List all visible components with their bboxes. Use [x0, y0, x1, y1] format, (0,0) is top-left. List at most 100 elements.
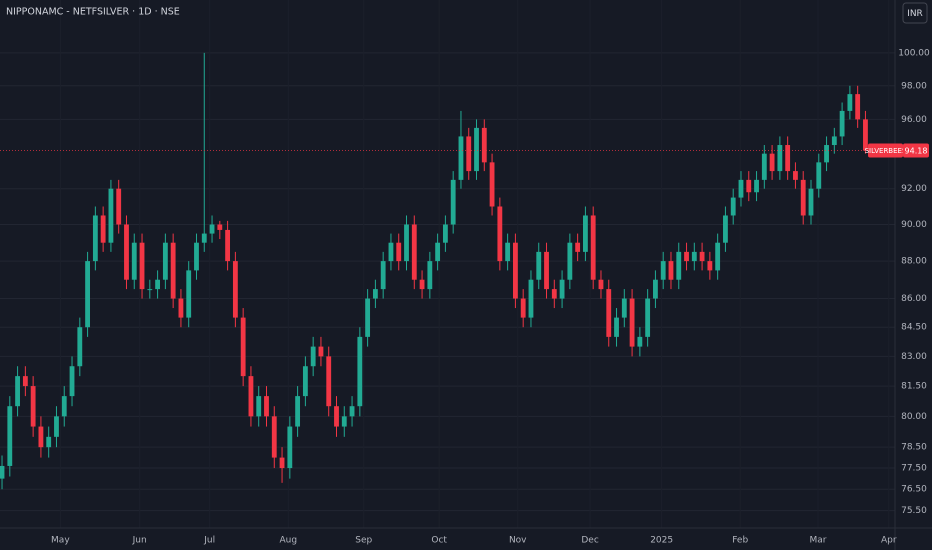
- x-tick-label: Dec: [581, 536, 598, 546]
- x-tick-label: Sep: [355, 536, 372, 546]
- candle-body: [264, 396, 269, 417]
- x-tick-label: Jul: [203, 536, 215, 546]
- candle-body: [411, 224, 417, 280]
- candle-body: [450, 179, 456, 225]
- x-tick-label: Apr: [881, 536, 897, 546]
- candle-body: [474, 127, 479, 172]
- candle-body: [614, 317, 619, 337]
- candle-body: [116, 188, 122, 225]
- y-tick-label: 98.00: [901, 81, 927, 91]
- candle-body: [544, 251, 549, 290]
- y-tick-label: 84.50: [901, 323, 927, 333]
- candle-body: [676, 251, 682, 280]
- candle-body: [637, 336, 643, 347]
- candle-body: [310, 346, 316, 367]
- candle-body: [186, 270, 192, 318]
- candle-body: [69, 366, 75, 397]
- candle-body: [707, 261, 713, 271]
- candle-body: [793, 171, 798, 180]
- candle-body: [590, 215, 596, 280]
- candle-body: [427, 261, 433, 290]
- candle-body: [520, 298, 526, 318]
- candle-body: [808, 188, 814, 216]
- candle-body: [831, 136, 837, 146]
- candle-body: [61, 396, 67, 417]
- candle-body: [583, 215, 588, 252]
- candle-body: [372, 289, 378, 299]
- candle-body: [489, 162, 495, 207]
- candle-body: [629, 298, 635, 347]
- candle-body: [108, 188, 114, 243]
- candle-body: [699, 251, 705, 262]
- candle-body: [334, 406, 339, 427]
- candle-body: [839, 110, 845, 137]
- candle-body: [754, 179, 759, 193]
- currency-label[interactable]: INR: [907, 9, 923, 19]
- y-tick-label: 80.00: [901, 412, 927, 422]
- name-tag: [868, 143, 903, 158]
- candle-body: [0, 465, 5, 479]
- currency-box[interactable]: [902, 2, 928, 24]
- candle-body: [497, 206, 503, 262]
- y-tick-label: 75.50: [901, 506, 927, 516]
- candle-body: [302, 366, 308, 397]
- x-tick-label: Feb: [732, 536, 748, 546]
- candle-body: [124, 224, 129, 280]
- candle-body: [598, 279, 604, 290]
- candle-body: [357, 336, 363, 407]
- candle-body: [100, 215, 106, 243]
- candle-body: [54, 416, 59, 437]
- candle-body: [551, 289, 557, 299]
- candle-body: [15, 376, 20, 407]
- candle-body: [761, 153, 767, 180]
- candle-body: [365, 298, 371, 337]
- candle-body: [77, 327, 83, 367]
- candle-body: [341, 416, 347, 427]
- candle-body: [85, 261, 90, 328]
- y-tick-label: 77.50: [901, 464, 927, 474]
- candle-body: [800, 179, 806, 216]
- candle-body: [575, 242, 581, 252]
- candle-body: [466, 136, 472, 172]
- y-tick-label: 86.00: [901, 294, 927, 304]
- y-tick-label: 100.00: [898, 48, 930, 58]
- candle-body: [30, 386, 36, 427]
- x-tick-label: Aug: [279, 536, 297, 546]
- candle-body: [131, 242, 137, 280]
- candle-body: [248, 376, 254, 417]
- candle-body: [46, 436, 52, 448]
- candle-body: [824, 145, 829, 163]
- candle-body: [435, 242, 441, 262]
- y-tick-label: 90.00: [901, 220, 927, 230]
- candle-body: [419, 279, 425, 290]
- candle-body: [621, 298, 627, 318]
- candle-body: [785, 145, 791, 172]
- candle-body: [209, 224, 215, 234]
- x-tick-label: Jun: [132, 536, 147, 546]
- candle-body: [217, 224, 223, 230]
- candle-body: [271, 416, 277, 458]
- candle-body: [863, 119, 868, 151]
- candle-body: [404, 224, 409, 262]
- candle-body: [512, 242, 518, 299]
- candle-body: [684, 251, 689, 262]
- candle-body: [232, 261, 238, 318]
- x-tick-label: May: [51, 536, 70, 546]
- candle-body: [147, 289, 153, 291]
- currency-button[interactable]: INR: [902, 2, 928, 24]
- candle-body: [691, 251, 697, 262]
- candle-body: [746, 179, 752, 193]
- candle-body: [225, 229, 231, 262]
- last-price: 94.18: [905, 147, 928, 156]
- candle-body: [715, 242, 721, 271]
- candle-body: [723, 215, 728, 243]
- price-tag: [903, 143, 929, 158]
- candle-body: [738, 179, 744, 198]
- candle-body: [606, 289, 612, 337]
- candle-body: [567, 242, 573, 280]
- candle-body: [170, 242, 176, 299]
- candle-body: [7, 406, 13, 466]
